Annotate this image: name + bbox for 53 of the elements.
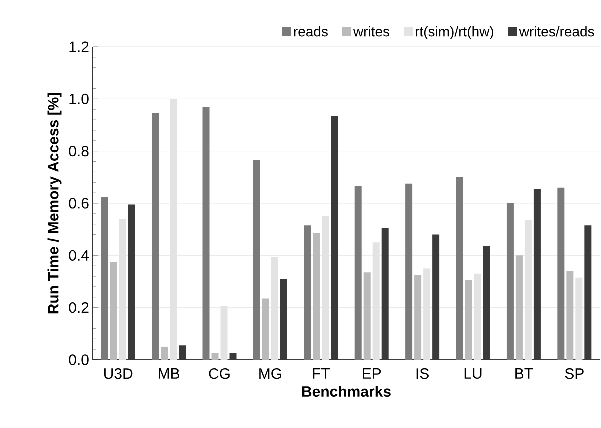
- bar: [483, 246, 490, 360]
- bar: [253, 160, 260, 360]
- x-tick-label: U3D: [104, 368, 133, 380]
- bar: [364, 272, 371, 360]
- bar: [558, 188, 565, 360]
- bar: [584, 226, 592, 360]
- bar: [432, 234, 440, 360]
- bar: [406, 184, 413, 360]
- bar: [382, 228, 389, 360]
- x-tick-label: IS: [416, 368, 429, 380]
- x-tick-label: SP: [565, 368, 584, 380]
- x-tick-label: MG: [260, 368, 282, 380]
- bar: [101, 196, 108, 360]
- bar: [262, 298, 270, 360]
- x-tick-label: BT: [516, 368, 534, 379]
- bar: [179, 346, 186, 360]
- legend-label: writes: [353, 26, 390, 37]
- legend-label: reads: [294, 26, 328, 37]
- bar: [331, 116, 338, 360]
- bar: [161, 346, 168, 360]
- bar: [414, 275, 422, 360]
- y-tick-label: 0.0: [69, 354, 89, 366]
- y-axis-title: Run Time / Memory Access [%]: [48, 93, 62, 314]
- bar: [152, 114, 160, 360]
- y-tick-label: 0.2: [69, 302, 89, 314]
- x-tick-label: LU: [464, 368, 482, 379]
- bar: [566, 271, 574, 360]
- bar: [280, 279, 288, 360]
- bar: [110, 262, 118, 360]
- x-tick-label: EP: [363, 368, 382, 379]
- bar: [534, 189, 541, 360]
- bar: [516, 256, 523, 360]
- y-tick-label: 0.6: [69, 198, 89, 209]
- x-tick-label: CG: [209, 368, 230, 380]
- x-axis-title: Benchmarks: [302, 386, 391, 398]
- bar: [354, 186, 362, 360]
- legend-label: writes/reads: [519, 26, 594, 37]
- y-tick-label: 1.2: [70, 42, 89, 52]
- x-tick-label: FT: [313, 368, 330, 379]
- bar: [465, 280, 472, 360]
- bar: [212, 353, 219, 360]
- y-tick-label: 1.0: [70, 94, 89, 104]
- bar: [506, 204, 514, 360]
- bar: [230, 353, 237, 360]
- legend-label: rt(sim)/rt(hw): [416, 26, 494, 40]
- bar: [456, 177, 464, 360]
- bar: [313, 233, 320, 360]
- bar: [128, 204, 136, 360]
- bar: [202, 106, 210, 360]
- y-tick-label: 0.4: [69, 250, 90, 261]
- bar: [304, 226, 312, 360]
- x-tick-label: MB: [159, 368, 180, 379]
- y-tick-label: 0.8: [69, 146, 89, 157]
